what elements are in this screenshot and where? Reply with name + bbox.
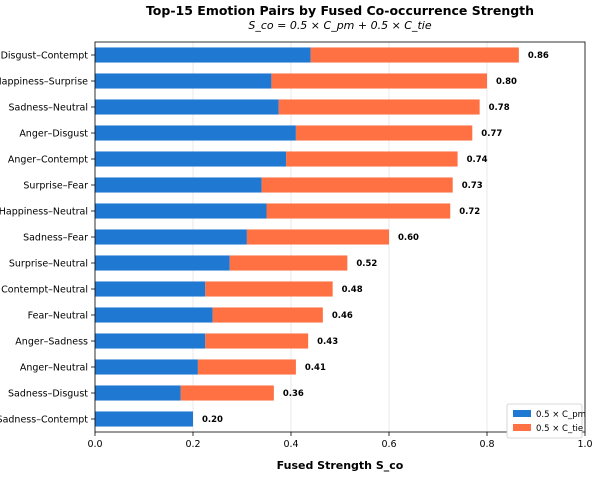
bar-ctie: [261, 177, 453, 193]
category-label: Sadness–Disgust: [8, 389, 88, 400]
bar-cpm: [95, 203, 267, 219]
bars: 0.86 0.80 0.78 0.77 0.74 0.73 0.72 0.60 0.52 0.48…: [95, 47, 549, 427]
bar-cpm: [95, 73, 272, 89]
bar-cpm: [95, 333, 206, 349]
category-label: Disgust–Contempt: [1, 51, 89, 62]
x-axis-label: Fused Strength S_co: [277, 459, 404, 472]
total-value-label: 0.86: [528, 51, 549, 61]
bar-cpm: [95, 359, 198, 375]
bar-ctie: [295, 125, 473, 141]
total-value-label: 0.73: [462, 181, 483, 191]
bar-cpm: [95, 307, 213, 323]
bar-cpm: [95, 385, 181, 401]
legend-label-cpm: 0.5 × C_pm: [536, 410, 586, 420]
x-tick-label: 1.0: [577, 439, 592, 450]
bar-cpm: [95, 151, 287, 167]
bar-cpm: [95, 47, 311, 63]
bar-ctie: [205, 281, 333, 297]
x-tick-label: 0.0: [87, 439, 102, 450]
category-label: Fear–Neutral: [28, 311, 88, 322]
category-label: Happiness–Neutral: [0, 207, 88, 218]
bar-ctie: [278, 99, 480, 115]
bar-cpm: [95, 99, 279, 115]
category-label: Surprise–Fear: [23, 181, 88, 192]
total-value-label: 0.43: [317, 337, 338, 347]
bar-ctie: [197, 359, 296, 375]
category-label: Contempt–Neutral: [1, 285, 88, 296]
total-value-label: 0.72: [459, 207, 480, 217]
bar-ctie: [310, 47, 519, 63]
total-value-label: 0.41: [305, 363, 326, 373]
x-tick-label: 0.4: [283, 439, 298, 450]
category-label: Anger–Neutral: [20, 363, 88, 374]
total-value-label: 0.52: [356, 259, 377, 269]
total-value-label: 0.36: [283, 389, 304, 399]
x-tick-label: 0.6: [381, 439, 396, 450]
x-tick-label: 0.2: [185, 439, 200, 450]
axes: 0.0 0.2 0.4 0.6 0.8 1.0 Disgust–Contempt Happin…: [0, 51, 593, 451]
bar-ctie: [212, 307, 323, 323]
legend: 0.5 × C_pm 0.5 × C_tie: [506, 403, 586, 439]
chart-subtitle: S_co = 0.5 × C_pm + 0.5 × C_tie: [248, 19, 432, 32]
bar-ctie: [246, 229, 389, 245]
total-value-label: 0.60: [398, 233, 419, 243]
bar-ctie: [205, 333, 309, 349]
category-label: Sadness–Contempt: [0, 415, 88, 426]
bar-ctie: [271, 73, 487, 89]
category-label: Surprise–Neutral: [9, 259, 88, 270]
bar-cpm: [95, 281, 206, 297]
total-value-label: 0.74: [467, 155, 488, 165]
legend-swatch-ctie: [513, 424, 531, 431]
bar-ctie: [266, 203, 451, 219]
bar-cpm: [95, 229, 247, 245]
bar-cpm: [95, 125, 296, 141]
bar-ctie: [286, 151, 458, 167]
total-value-label: 0.80: [496, 77, 517, 87]
category-label: Sadness–Fear: [23, 233, 88, 244]
chart-title: Top-15 Emotion Pairs by Fused Co-occurre…: [146, 3, 534, 18]
category-label: Happiness–Surprise: [0, 77, 88, 88]
legend-swatch-cpm: [513, 410, 531, 417]
total-value-label: 0.20: [202, 415, 223, 425]
bar-cpm: [95, 255, 230, 271]
bar-ctie: [180, 385, 274, 401]
category-label: Sadness–Neutral: [9, 103, 88, 114]
total-value-label: 0.77: [481, 129, 502, 139]
x-tick-label: 0.8: [479, 439, 494, 450]
bar-cpm: [95, 411, 193, 427]
total-value-label: 0.48: [342, 285, 363, 295]
bar-ctie: [229, 255, 348, 271]
bar-cpm: [95, 177, 262, 193]
category-label: Anger–Disgust: [19, 129, 88, 140]
total-value-label: 0.78: [489, 103, 510, 113]
category-label: Anger–Contempt: [8, 155, 88, 166]
category-label: Anger–Sadness: [15, 337, 88, 348]
total-value-label: 0.46: [332, 311, 353, 321]
legend-label-ctie: 0.5 × C_tie: [536, 424, 583, 434]
